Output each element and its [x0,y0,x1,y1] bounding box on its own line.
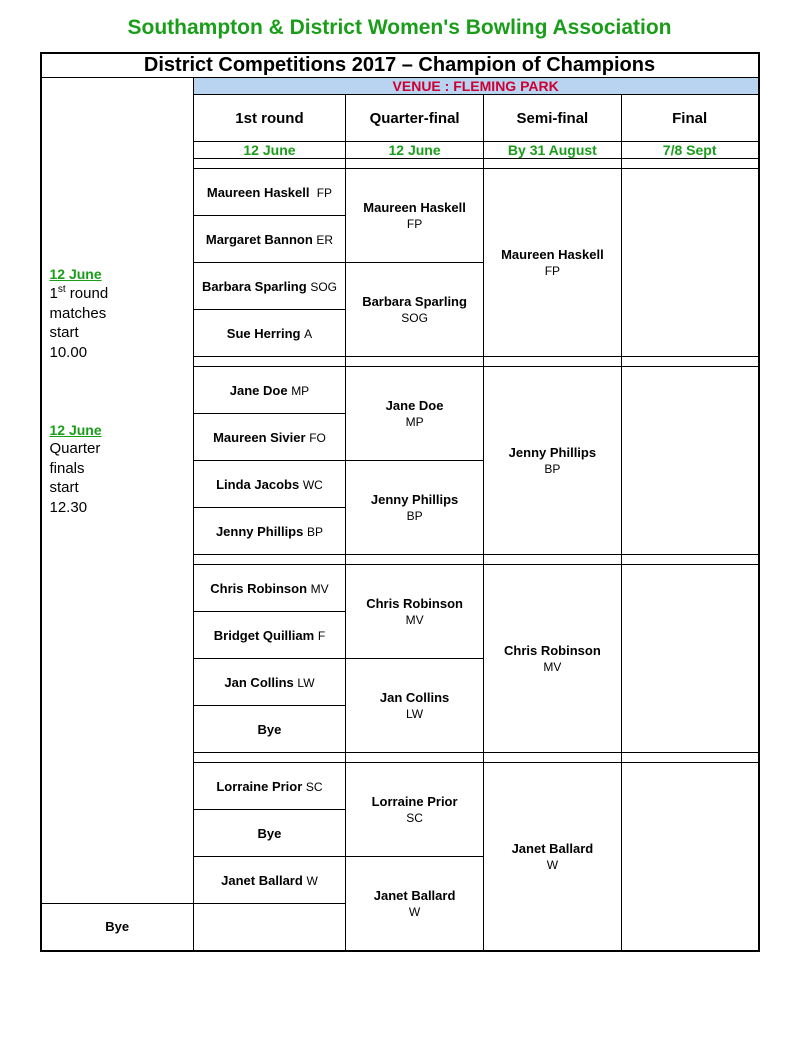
qf-player-1: Barbara SparlingSOG [346,263,484,357]
r1-player-12: Lorraine Prior SC [193,763,345,810]
r1-player-10: Jan Collins LW [193,659,345,706]
side-info-column: 12 June 1st round matches start 10.00 12… [41,78,194,904]
r1-player-0: Maureen Haskell FP [193,169,345,216]
r1-player-14: Janet Ballard W [193,857,345,904]
sf-player-3: Janet BallardW [483,763,621,951]
side-block1-line3: start [50,323,185,343]
r1-player-5: Maureen Sivier FO [193,414,345,461]
side-block2-line2: finals [50,459,185,479]
round-header-sf: Semi-final [483,95,621,142]
round-header-r1: 1st round [193,95,345,142]
side-block2-line4: 12.30 [50,498,185,518]
r1-player-9: Bridget Quilliam F [193,612,345,659]
final-slot-2 [621,565,758,753]
page-title: Southampton & District Women's Bowling A… [10,16,789,40]
round-header-qf: Quarter-final [346,95,484,142]
qf-player-0: Maureen HaskellFP [346,169,484,263]
side-block1-line4: 10.00 [50,343,185,363]
r1-player-2: Barbara Sparling SOG [193,263,345,310]
round-header-final: Final [621,95,758,142]
r1-player-6: Linda Jacobs WC [193,461,345,508]
qf-player-7: Janet BallardW [346,857,484,951]
final-slot-0 [621,169,758,357]
sf-player-1: Jenny PhillipsBP [483,367,621,555]
side-block2-line1: Quarter [50,439,185,459]
r1-player-15: Bye [41,904,194,951]
date-header-sf: By 31 August [483,142,621,159]
r1-player-4: Jane Doe MP [193,367,345,414]
r1-player-7: Jenny Phillips BP [193,508,345,555]
sf-player-0: Maureen HaskellFP [483,169,621,357]
final-slot-1 [621,367,758,555]
sf-player-2: Chris RobinsonMV [483,565,621,753]
side-block2-line3: start [50,478,185,498]
r1-player-3: Sue Herring A [193,310,345,357]
side-date-1: 12 June [50,266,102,282]
date-header-r1: 12 June [193,142,345,159]
qf-player-6: Lorraine PriorSC [346,763,484,857]
qf-player-3: Jenny PhillipsBP [346,461,484,555]
venue-bar: VENUE : FLEMING PARK [193,78,758,95]
date-header-qf: 12 June [346,142,484,159]
competition-title: District Competitions 2017 – Champion of… [41,53,759,78]
r1-player-8: Chris Robinson MV [193,565,345,612]
qf-player-2: Jane DoeMP [346,367,484,461]
qf-player-4: Chris RobinsonMV [346,565,484,659]
side-date-2: 12 June [50,422,102,438]
r1-player-1: Margaret Bannon ER [193,216,345,263]
final-slot-3 [621,763,758,951]
date-header-final: 7/8 Sept [621,142,758,159]
r1-player-13: Bye [193,810,345,857]
qf-player-5: Jan CollinsLW [346,659,484,753]
side-block1-line1: 1st round [50,283,185,304]
r1-player-11: Bye [193,706,345,753]
side-block1-line2: matches [50,304,185,324]
bracket-table: District Competitions 2017 – Champion of… [40,52,760,952]
